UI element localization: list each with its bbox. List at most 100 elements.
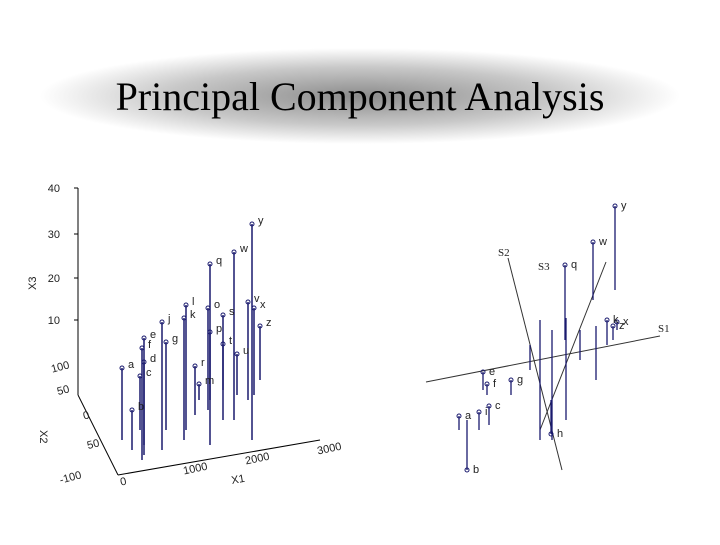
point-label: j (167, 313, 170, 325)
point-label: f (493, 378, 497, 390)
stem-point (196, 381, 202, 387)
stem-point (139, 345, 145, 351)
point-label: y (258, 215, 264, 227)
stem-point (562, 262, 568, 268)
stem-point (163, 339, 169, 345)
point-label: k (613, 314, 619, 326)
point-label: q (216, 255, 222, 267)
stem-point (476, 409, 482, 415)
point-label: b (138, 401, 144, 413)
point-label: e (489, 366, 495, 378)
point-label: b (473, 464, 479, 476)
stem-point (456, 413, 462, 419)
axis-label: S2 (498, 247, 510, 259)
x-tick-label: 1000 (182, 461, 208, 478)
stem-point (612, 203, 618, 209)
point-label: f (148, 339, 152, 351)
point-label: k (190, 309, 196, 321)
stem-point (508, 377, 514, 383)
point-label: v (254, 293, 260, 305)
stem-point (257, 323, 263, 329)
point-label: c (495, 400, 501, 412)
stem-point (614, 319, 620, 325)
s1-axis-line (425, 335, 661, 383)
y-tick-label: -100 (58, 469, 82, 486)
point-label: l (192, 296, 194, 308)
point-label: y (621, 200, 627, 212)
x-tick-label: 2000 (244, 451, 270, 468)
point-label: c (146, 367, 152, 379)
point-label: a (128, 359, 135, 371)
y-tick-label: 0 (82, 409, 91, 422)
y-tick-label: 50 (86, 437, 101, 452)
stem-point (181, 315, 187, 321)
point-label: g (172, 333, 178, 345)
stem-point (484, 381, 490, 387)
point-label: z (619, 320, 625, 332)
point-label: e (150, 329, 156, 341)
point-label: m (205, 375, 214, 387)
x-axis-label: X1 (230, 473, 245, 487)
point-label: z (266, 317, 272, 329)
stem-point (141, 335, 147, 341)
stem-point (548, 431, 554, 437)
point-label: g (517, 374, 523, 386)
z-axis-label: X3 (27, 277, 39, 290)
point-label: a (465, 410, 472, 422)
stem-point (137, 373, 143, 379)
stem-point (207, 329, 213, 335)
z-tick-label: 40 (48, 183, 60, 195)
point-label: r (201, 357, 205, 369)
stem-point (220, 312, 226, 318)
point-label: x (260, 299, 266, 311)
title: Principal Component Analysis (116, 74, 605, 119)
stem-point (245, 299, 251, 305)
x-tick-label: 0 (119, 476, 127, 489)
left-plot (77, 188, 321, 476)
point-label: u (243, 345, 249, 357)
stem-point (159, 319, 165, 325)
axis-label: S1 (658, 323, 670, 335)
stem-point (610, 323, 616, 329)
stem-point (192, 363, 198, 369)
point-label: w (598, 236, 607, 248)
stem-point (183, 302, 189, 308)
point-label: d (150, 353, 156, 365)
title-glow (40, 48, 680, 144)
stem-point (251, 305, 257, 311)
x-axis-line (117, 439, 321, 476)
stem-point (207, 261, 213, 267)
point-label: h (557, 428, 563, 440)
point-label: p (216, 323, 222, 335)
point-label: t (229, 335, 232, 347)
z-tick-label: 20 (48, 273, 60, 285)
z-tick-label: 30 (48, 229, 60, 241)
point-label: x (623, 316, 629, 328)
stem-point (480, 369, 486, 375)
stem-point (604, 317, 610, 323)
stem-point (249, 221, 255, 227)
point-label: w (239, 243, 248, 255)
y-tick-label: 50 (56, 383, 71, 398)
stem-point (119, 365, 125, 371)
point-label: s (229, 306, 235, 318)
stem-point (234, 351, 240, 357)
stem-point (220, 341, 226, 347)
x-tick-label: 3000 (316, 441, 342, 458)
stem-point (129, 407, 135, 413)
stem-point (231, 249, 237, 255)
stem-point (464, 467, 470, 473)
stem-point (205, 305, 211, 311)
y-tick-label: 100 (50, 359, 71, 375)
y-axis-label: X2 (37, 430, 49, 443)
y-axis-line (77, 394, 119, 476)
right-plot (425, 257, 661, 471)
stem-point (486, 403, 492, 409)
axis-label: S3 (538, 261, 550, 273)
point-label: o (214, 299, 220, 311)
stem-point (141, 359, 147, 365)
stem-point (590, 239, 596, 245)
point-label: i (485, 406, 487, 418)
z-tick-label: 10 (48, 315, 60, 327)
